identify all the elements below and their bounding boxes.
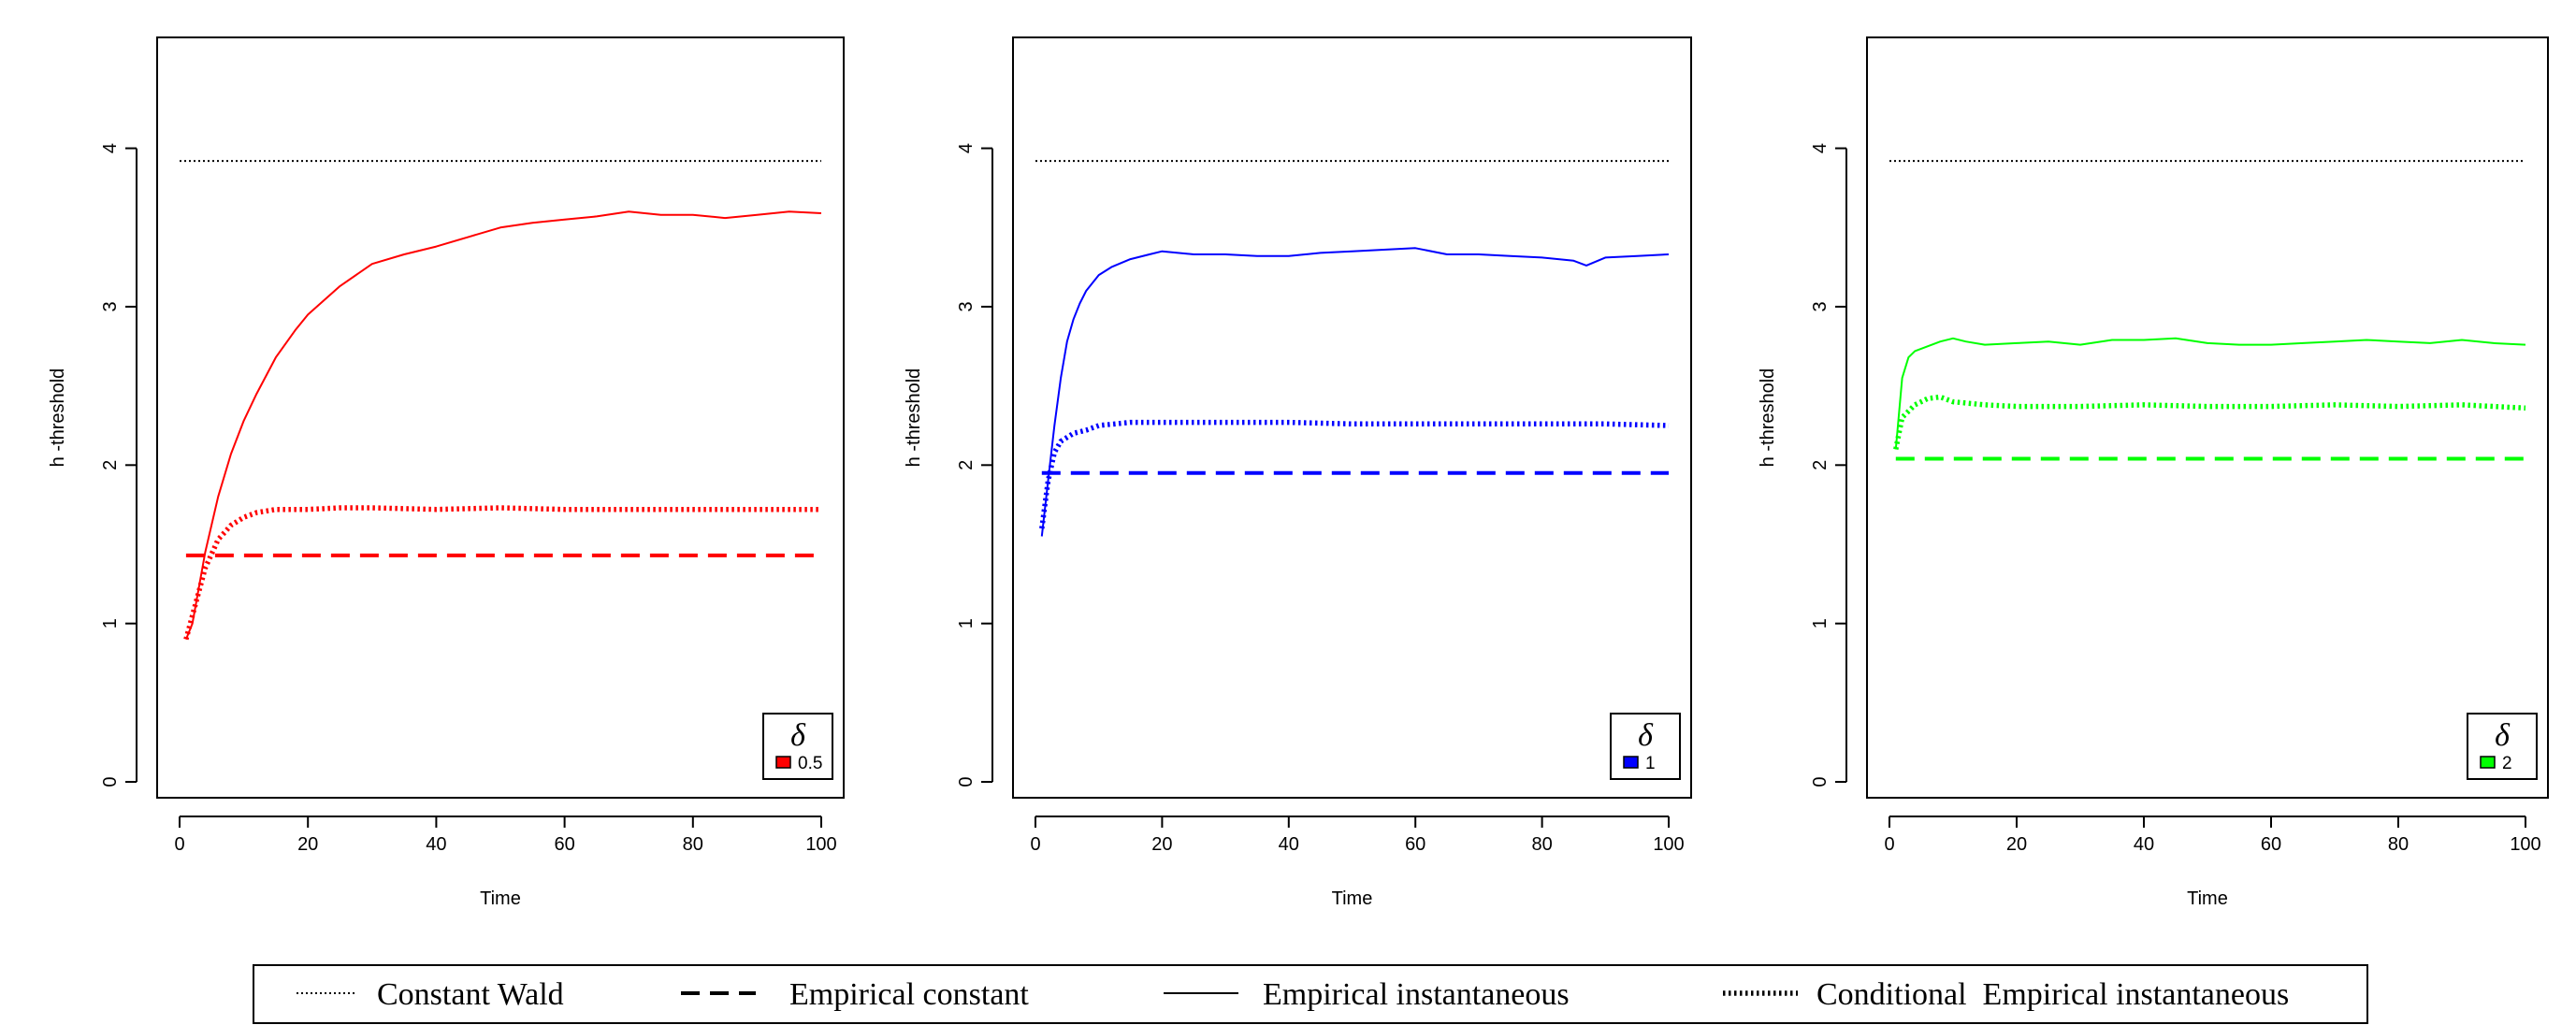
delta-legend-title: δ [1638, 718, 1654, 753]
bottom-legend: Constant Wald Empirical constant Empirical… [253, 964, 2368, 1024]
y-tick-label: 2 [956, 460, 977, 470]
delta-legend-box [762, 713, 833, 780]
delta-legend-value: 0.5 [798, 754, 822, 773]
series-dotted-thick-line [183, 505, 821, 641]
y-tick-label: 3 [1810, 301, 1831, 311]
y-axis-title: h -threshold [1758, 368, 1778, 468]
x-tick-label: 40 [2134, 834, 2154, 855]
legend-label: Conditional Empirical instantaneous [1816, 977, 2289, 1012]
x-tick-label: 60 [554, 834, 574, 855]
series-solid-line [1894, 337, 2526, 450]
x-tick-label: 100 [1653, 834, 1684, 855]
x-tick-label: 40 [1279, 834, 1299, 855]
y-tick-label: 0 [956, 777, 977, 787]
delta-legend-box [1610, 713, 1681, 780]
y-tick-label: 4 [100, 143, 121, 153]
delta-legend-box [2467, 713, 2538, 780]
x-tick-label: 60 [1405, 834, 1425, 855]
y-axis-title: h -threshold [904, 368, 924, 468]
x-tick-label: 20 [1151, 834, 1172, 855]
chart-panel-1: 0 20 40 60 80 100 Time 0 1 2 3 4 h -threshold δ0.5 [48, 36, 845, 909]
x-tick-label: 80 [1531, 834, 1552, 855]
plot-frame [1012, 36, 1692, 799]
legend-label: Constant Wald [377, 977, 564, 1012]
x-axis-title: Time [1332, 888, 1373, 909]
x-tick-label: 100 [2510, 834, 2540, 855]
delta-legend-swatch [1623, 756, 1639, 769]
y-tick-label: 3 [956, 301, 977, 311]
delta-legend-swatch [2480, 756, 2496, 769]
y-axis-title: h -threshold [48, 368, 68, 468]
delta-legend-title: δ [790, 718, 806, 753]
series-dotted-thick-line [1893, 394, 2526, 450]
x-tick-label: 60 [2261, 834, 2281, 855]
series-solid-line [1040, 247, 1670, 537]
y-tick-label: 0 [100, 777, 121, 787]
y-tick-label: 3 [100, 301, 121, 311]
plot-frame [156, 36, 845, 799]
x-axis-title: Time [480, 888, 521, 909]
x-tick-label: 20 [297, 834, 318, 855]
y-tick-label: 1 [1810, 618, 1831, 628]
plot-frame [1866, 36, 2549, 799]
y-tick-label: 4 [1810, 143, 1831, 153]
delta-legend-value: 1 [1645, 754, 1656, 773]
x-tick-label: 100 [805, 834, 836, 855]
x-tick-label: 0 [1884, 834, 1894, 855]
x-tick-label: 80 [2388, 834, 2409, 855]
x-tick-label: 0 [1030, 834, 1040, 855]
y-tick-label: 0 [1810, 777, 1831, 787]
delta-legend: δ2 [2467, 713, 2538, 780]
y-tick-label: 2 [100, 460, 121, 470]
x-tick-label: 40 [426, 834, 446, 855]
y-tick-label: 1 [956, 618, 977, 628]
legend-label: Empirical constant [789, 977, 1029, 1012]
x-tick-label: 80 [683, 834, 703, 855]
x-tick-label: 20 [2006, 834, 2027, 855]
series-dotted-thick-line [1039, 419, 1670, 529]
bottom-legend-box [253, 964, 2368, 1024]
series-solid-line [184, 210, 822, 640]
y-tick-label: 4 [956, 143, 977, 153]
delta-legend-swatch [775, 756, 791, 769]
delta-legend-value: 2 [2502, 754, 2512, 773]
legend-label: Empirical instantaneous [1263, 977, 1570, 1012]
x-tick-label: 0 [174, 834, 184, 855]
y-tick-label: 1 [100, 618, 121, 628]
x-axis-title: Time [2187, 888, 2228, 909]
delta-legend: δ0.5 [762, 713, 833, 780]
delta-legend-title: δ [2495, 718, 2511, 753]
y-tick-label: 2 [1810, 460, 1831, 470]
delta-legend: δ1 [1610, 713, 1681, 780]
